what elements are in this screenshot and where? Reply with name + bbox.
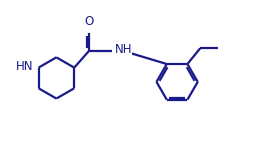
Text: HN: HN — [16, 60, 33, 73]
Text: NH: NH — [114, 44, 132, 56]
Text: O: O — [84, 15, 94, 28]
